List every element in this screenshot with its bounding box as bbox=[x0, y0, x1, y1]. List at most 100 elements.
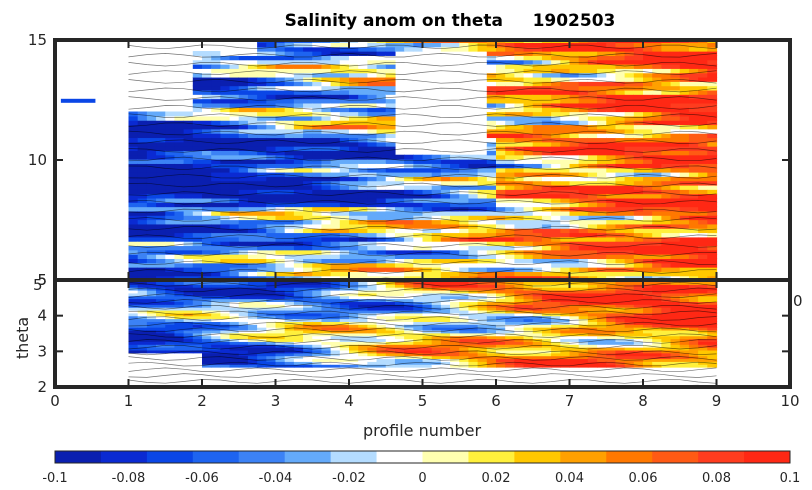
contour-cell bbox=[220, 289, 231, 294]
contour-cell bbox=[394, 176, 405, 182]
contour-cell bbox=[146, 275, 157, 280]
contour-cell bbox=[459, 184, 470, 190]
contour-cell bbox=[394, 232, 405, 238]
contour-cell bbox=[643, 321, 653, 325]
contour-cell bbox=[523, 184, 534, 190]
contour-cell bbox=[284, 295, 295, 300]
contour-cell bbox=[257, 107, 267, 113]
contour-cell bbox=[652, 352, 662, 357]
contour-cell bbox=[496, 72, 506, 78]
contour-cell bbox=[247, 176, 258, 182]
contour-cell bbox=[615, 89, 626, 95]
contour-cell bbox=[266, 81, 277, 87]
contour-cell bbox=[698, 262, 708, 268]
contour-cell bbox=[698, 120, 708, 126]
contour-cell bbox=[431, 304, 442, 308]
contour-cell bbox=[707, 275, 718, 280]
contour-cell bbox=[211, 236, 221, 242]
contour-cell bbox=[183, 315, 194, 320]
contour-cell bbox=[349, 344, 359, 348]
contour-cell bbox=[367, 180, 378, 186]
contour-cell bbox=[440, 298, 451, 302]
contour-cell bbox=[661, 115, 672, 121]
contour-cell bbox=[624, 141, 635, 147]
contour-cell bbox=[211, 180, 221, 186]
contour-cell bbox=[220, 335, 231, 340]
contour-cell bbox=[468, 267, 479, 272]
contour-line bbox=[128, 96, 717, 101]
contour-cell bbox=[431, 228, 442, 234]
contour-cell bbox=[385, 287, 396, 291]
contour-cell bbox=[358, 307, 368, 311]
contour-cell bbox=[560, 89, 571, 95]
contour-cell bbox=[551, 241, 561, 247]
contour-cell bbox=[643, 64, 653, 69]
contour-cell bbox=[688, 241, 699, 247]
contour-cell bbox=[514, 102, 525, 108]
contour-cell bbox=[165, 309, 176, 314]
contour-cell bbox=[211, 358, 221, 362]
contour-cell bbox=[514, 254, 525, 259]
contour-cell bbox=[624, 128, 635, 134]
contour-cell bbox=[633, 89, 644, 95]
contour-cell bbox=[247, 76, 258, 82]
contour-cell bbox=[615, 197, 626, 203]
contour-cell bbox=[551, 111, 561, 117]
contour-cell bbox=[394, 304, 405, 308]
contour-cell bbox=[459, 210, 470, 216]
contour-cell bbox=[385, 254, 396, 259]
contour-cell bbox=[385, 215, 396, 221]
contour-cell bbox=[670, 245, 681, 251]
contour-cell bbox=[376, 46, 387, 52]
contour-cell bbox=[247, 258, 258, 264]
contour-cell bbox=[404, 215, 414, 221]
contour-cell bbox=[477, 307, 488, 311]
contour-cell bbox=[450, 301, 460, 305]
contour-cell bbox=[578, 271, 589, 277]
contour-cell bbox=[532, 193, 543, 199]
contour-cell bbox=[266, 324, 277, 328]
contour-cell bbox=[569, 275, 580, 280]
contour-cell bbox=[394, 223, 405, 229]
contour-cell bbox=[330, 324, 341, 328]
contour-cell bbox=[165, 295, 176, 300]
contour-cell bbox=[211, 355, 221, 360]
contour-cell bbox=[643, 85, 653, 91]
contour-cell bbox=[606, 245, 617, 251]
contour-cell bbox=[486, 249, 497, 255]
contour-cell bbox=[569, 193, 580, 199]
contour-cell bbox=[321, 315, 332, 320]
contour-cell bbox=[284, 85, 295, 91]
contour-cell bbox=[266, 215, 277, 221]
contour-cell bbox=[202, 347, 212, 351]
contour-cell bbox=[551, 46, 561, 52]
contour-cell bbox=[707, 241, 718, 247]
contour-cell bbox=[156, 176, 166, 182]
contour-cell bbox=[459, 228, 470, 234]
contour-cell bbox=[422, 292, 433, 297]
contour-cell bbox=[643, 176, 653, 182]
contour-cell bbox=[330, 184, 341, 190]
contour-cell bbox=[293, 307, 304, 311]
contour-cell bbox=[670, 55, 681, 61]
contour-cell bbox=[624, 219, 635, 225]
contour-cell bbox=[303, 355, 313, 360]
contour-cell bbox=[211, 193, 221, 199]
contour-cell bbox=[257, 46, 267, 52]
contour-cell bbox=[440, 318, 451, 322]
contour-cell bbox=[486, 228, 497, 234]
contour-cell bbox=[707, 107, 718, 113]
contour-cell bbox=[551, 358, 561, 362]
contour-cell bbox=[496, 76, 506, 82]
contour-cell bbox=[597, 46, 607, 52]
contour-cell bbox=[707, 141, 718, 147]
contour-cell bbox=[496, 312, 506, 317]
contour-cell bbox=[505, 309, 515, 314]
contour-cell bbox=[587, 193, 598, 199]
contour-cell bbox=[707, 128, 718, 134]
contour-cell bbox=[440, 167, 451, 173]
contour-cell bbox=[247, 133, 258, 139]
contour-cell bbox=[679, 189, 690, 195]
contour-cell bbox=[468, 154, 479, 160]
contour-cell bbox=[670, 219, 681, 225]
